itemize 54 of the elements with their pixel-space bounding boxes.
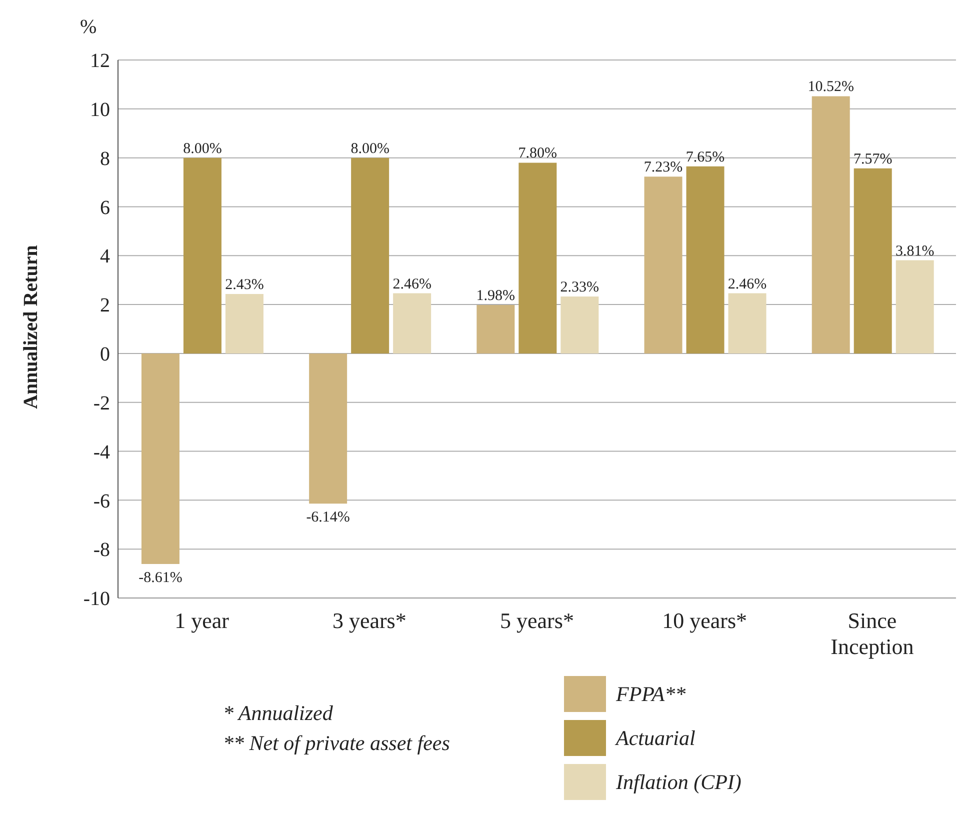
x-tick-label: 5 years* [500,608,574,633]
bar [225,294,264,354]
text: ** Net of private asset fees [223,730,450,757]
bar [141,353,180,564]
y-axis-title: Annualized Return [20,245,42,409]
bar [309,353,348,504]
y-tick-label: -4 [93,441,110,464]
y-tick-label: 10 [90,99,110,122]
y-tick-label: -6 [93,490,110,512]
bar [183,158,222,354]
data-label: 2.46% [392,276,432,292]
y-tick-label: 6 [100,196,110,219]
bar [393,293,432,354]
legend-label: FPPA** [616,682,686,706]
data-label: -6.14% [306,510,350,526]
bar [351,158,390,354]
data-label: 8.00% [350,140,390,157]
y-tick-label: 0 [100,344,110,366]
bar [476,305,515,354]
x-tick-label: 3 years* [332,608,406,633]
y-tick-label: 2 [100,294,110,317]
data-label: 2.43% [225,277,264,294]
bar [686,166,724,354]
legend-label: Inflation (CPI) [616,770,742,794]
bar [560,296,599,354]
text: % [80,16,97,39]
data-label: 1.98% [476,288,516,304]
data-label: 3.81% [895,243,934,260]
legend-label: Actuarial [616,726,696,750]
data-label: 2.33% [560,279,600,296]
x-tick-label: Since Inception [830,608,914,659]
data-label: 7.23% [644,160,683,176]
data-label: 7.65% [686,149,725,166]
data-label: 10.52% [808,79,854,96]
y-tick-label: -10 [83,588,110,610]
y-tick-label: 8 [100,148,110,170]
data-label: 7.57% [853,151,892,168]
bar [644,176,682,354]
y-tick-label: -2 [93,392,110,414]
text: * Annualized [223,700,334,727]
x-tick-label: 1 year [174,608,230,633]
y-tick-label: -8 [93,539,110,562]
bar [896,260,934,354]
y-tick-label: 4 [100,246,110,268]
data-label: 2.46% [728,276,767,292]
data-label: -8.61% [138,570,182,586]
x-tick-label: 10 years* [662,608,748,633]
data-label: 7.80% [518,146,558,162]
y-tick-label: 12 [90,50,110,72]
bar [854,168,892,354]
bar [518,162,557,354]
data-label: 8.00% [183,140,222,157]
bar [812,96,850,354]
bar [728,293,766,354]
